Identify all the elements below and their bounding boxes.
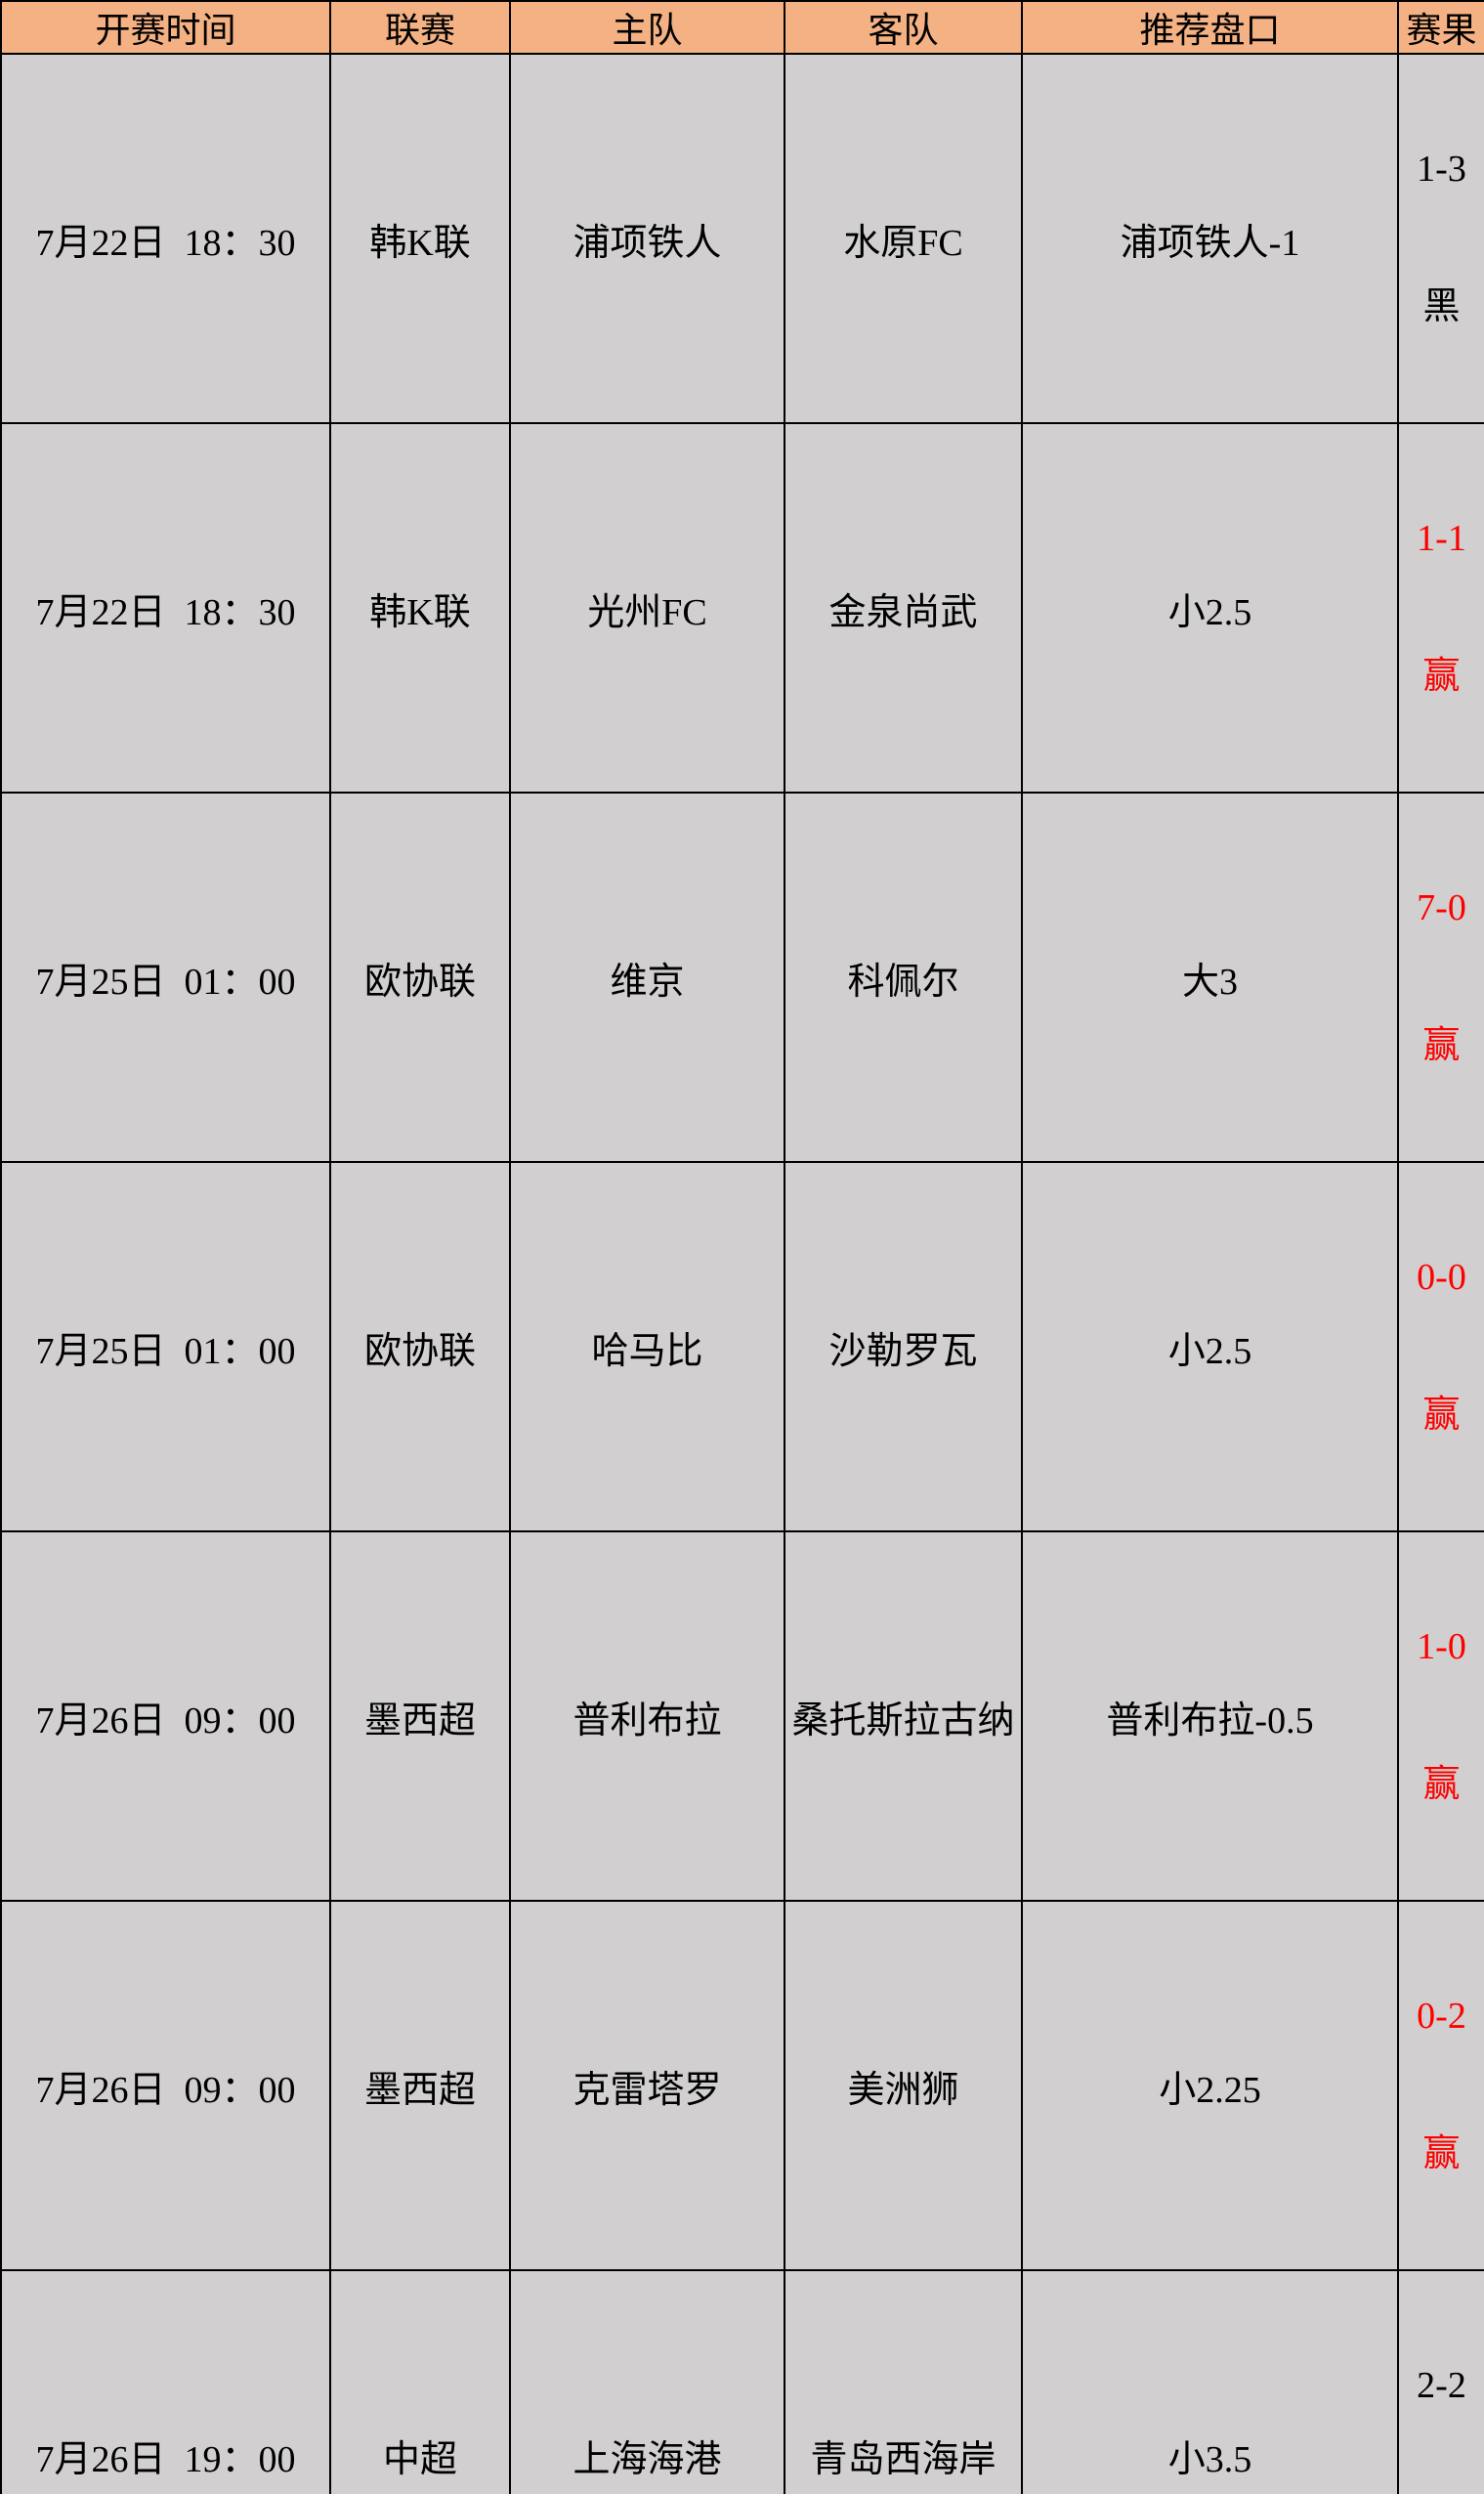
cell-time: 7月25日 01：00 <box>0 1161 331 1532</box>
cell-league: 墨西超 <box>329 1900 511 2271</box>
result-score: 0-0 <box>1417 1257 1466 1298</box>
cell-time: 7月22日 18：30 <box>0 422 331 794</box>
cell-result: 0-2 赢 <box>1397 1900 1484 2271</box>
result-score: 7-0 <box>1417 887 1466 928</box>
table-header-row: 开赛时间 联赛 主队 客队 推荐盘口 赛果 <box>0 0 1484 55</box>
table-row: 7月26日 09：00 墨西超 克雷塔罗 美洲狮 小2.25 0-2 赢 <box>0 1900 1484 2271</box>
cell-handicap: 大3 <box>1021 792 1399 1163</box>
result-outcome: 赢 <box>1422 2133 1461 2174</box>
cell-handicap: 小3.5 <box>1021 2269 1399 2494</box>
cell-away: 水原FC <box>784 53 1023 424</box>
cell-result: 1-1 赢 <box>1397 422 1484 794</box>
match-table-body: 7月22日 18：30 韩K联 浦项铁人 水原FC 浦项铁人-1 1-3 黑 7… <box>0 53 1484 2494</box>
cell-result: 2-2 黑 <box>1397 2269 1484 2494</box>
col-header-away: 客队 <box>784 0 1023 55</box>
col-header-result: 赛果 <box>1397 0 1484 55</box>
col-header-league: 联赛 <box>329 0 511 55</box>
cell-result: 1-0 赢 <box>1397 1530 1484 1902</box>
cell-home: 光州FC <box>509 422 785 794</box>
cell-handicap: 小2.25 <box>1021 1900 1399 2271</box>
cell-handicap: 小2.5 <box>1021 422 1399 794</box>
result-score: 2-2 <box>1417 2365 1466 2406</box>
cell-handicap: 浦项铁人-1 <box>1021 53 1399 424</box>
cell-home: 维京 <box>509 792 785 1163</box>
table-row: 7月25日 01：00 欧协联 维京 科佩尔 大3 7-0 赢 <box>0 792 1484 1163</box>
result-outcome: 赢 <box>1422 1395 1461 1436</box>
cell-away: 沙勒罗瓦 <box>784 1161 1023 1532</box>
cell-time: 7月26日 09：00 <box>0 1900 331 2271</box>
result-score: 1-1 <box>1417 518 1466 559</box>
cell-away: 科佩尔 <box>784 792 1023 1163</box>
cell-result: 7-0 赢 <box>1397 792 1484 1163</box>
table-row: 7月22日 18：30 韩K联 光州FC 金泉尚武 小2.5 1-1 赢 <box>0 422 1484 794</box>
cell-away: 青岛西海岸 <box>784 2269 1023 2494</box>
result-score: 0-2 <box>1417 1996 1466 2037</box>
cell-result: 1-3 黑 <box>1397 53 1484 424</box>
cell-home: 浦项铁人 <box>509 53 785 424</box>
cell-home: 上海海港 <box>509 2269 785 2494</box>
cell-time: 7月25日 01：00 <box>0 792 331 1163</box>
cell-league: 韩K联 <box>329 53 511 424</box>
col-header-time: 开赛时间 <box>0 0 331 55</box>
col-header-handicap: 推荐盘口 <box>1021 0 1399 55</box>
cell-time: 7月26日 09：00 <box>0 1530 331 1902</box>
cell-handicap: 普利布拉-0.5 <box>1021 1530 1399 1902</box>
cell-league: 欧协联 <box>329 1161 511 1532</box>
cell-home: 克雷塔罗 <box>509 1900 785 2271</box>
cell-result: 0-0 赢 <box>1397 1161 1484 1532</box>
cell-away: 美洲狮 <box>784 1900 1023 2271</box>
cell-time: 7月22日 18：30 <box>0 53 331 424</box>
table-row: 7月26日 19：00 中超 上海海港 青岛西海岸 小3.5 2-2 黑 <box>0 2269 1484 2494</box>
cell-time: 7月26日 19：00 <box>0 2269 331 2494</box>
result-score: 1-3 <box>1417 149 1466 190</box>
table-row: 7月22日 18：30 韩K联 浦项铁人 水原FC 浦项铁人-1 1-3 黑 <box>0 53 1484 424</box>
cell-handicap: 小2.5 <box>1021 1161 1399 1532</box>
cell-league: 韩K联 <box>329 422 511 794</box>
result-outcome: 赢 <box>1422 656 1461 697</box>
cell-home: 哈马比 <box>509 1161 785 1532</box>
result-outcome: 赢 <box>1422 1025 1461 1066</box>
cell-away: 金泉尚武 <box>784 422 1023 794</box>
result-outcome: 赢 <box>1422 1764 1461 1805</box>
result-score: 1-0 <box>1417 1626 1466 1667</box>
table-row: 7月25日 01：00 欧协联 哈马比 沙勒罗瓦 小2.5 0-0 赢 <box>0 1161 1484 1532</box>
cell-league: 墨西超 <box>329 1530 511 1902</box>
table-row: 7月26日 09：00 墨西超 普利布拉 桑托斯拉古纳 普利布拉-0.5 1-0… <box>0 1530 1484 1902</box>
col-header-home: 主队 <box>509 0 785 55</box>
cell-away: 桑托斯拉古纳 <box>784 1530 1023 1902</box>
result-outcome: 黑 <box>1422 286 1461 327</box>
cell-league: 中超 <box>329 2269 511 2494</box>
cell-home: 普利布拉 <box>509 1530 785 1902</box>
cell-league: 欧协联 <box>329 792 511 1163</box>
